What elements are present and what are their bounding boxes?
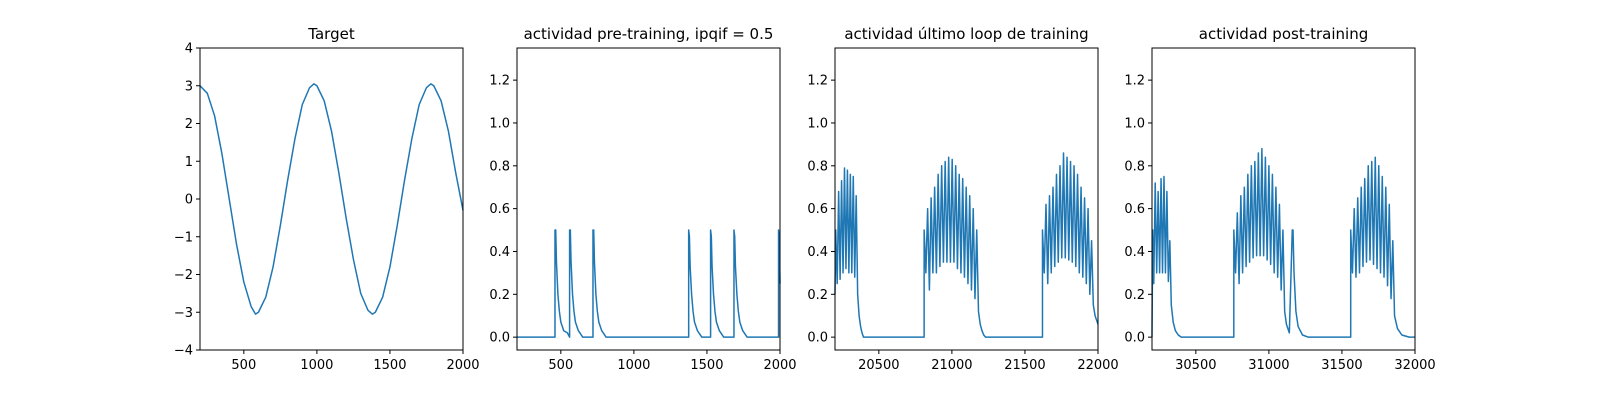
y-tick-label: 0.0	[807, 331, 828, 346]
y-tick-label: 0.2	[1124, 288, 1145, 303]
x-tick-label: 21500	[1004, 358, 1045, 373]
y-tick-label: −3	[174, 306, 193, 321]
x-tick-label: 31000	[1248, 358, 1289, 373]
axes-frame	[516, 47, 781, 351]
chart-title: actividad último loop de training	[844, 25, 1088, 43]
chart-panel-1: 500 1000 1500 2000 −4 −3 −2 −1 0 1 2 3 4 Target	[174, 25, 480, 373]
y-tick-label: 1	[185, 155, 193, 170]
chart-title: Target	[307, 25, 355, 43]
series-line-1-1	[199, 83, 464, 315]
x-tick-label: 30500	[1175, 358, 1216, 373]
x-tick-label: 1500	[690, 358, 723, 373]
y-tick-label: 0.8	[807, 159, 828, 174]
y-tick-label: 4	[185, 42, 193, 57]
chart-panel-2: 500 1000 1500 2000 0.0 0.2 0.4 0.6 0.8 1.0 1.2 acti…	[489, 25, 796, 373]
chart-title: actividad post-training	[1199, 25, 1368, 43]
y-tick-label: 2	[185, 117, 193, 132]
x-tick-label: 21000	[931, 358, 972, 373]
chart-panel-3: 20500 21000 21500 22000 0.0 0.2 0.4 0.6 0.8 1.0 1.…	[807, 25, 1118, 373]
x-tick-label: 32000	[1394, 358, 1435, 373]
chart-title: actividad pre-training, ipqif = 0.5	[524, 25, 774, 43]
x-tick-label: 1000	[300, 358, 333, 373]
x-tick-label: 500	[548, 358, 573, 373]
x-tick-label: 1000	[617, 358, 650, 373]
y-tick-label: 0.2	[807, 288, 828, 303]
y-tick-label: 3	[185, 79, 193, 94]
series-line-4-1	[1151, 147, 1415, 338]
x-tick-label: 20500	[858, 358, 899, 373]
axes-frame	[834, 47, 1099, 351]
y-tick-label: 0.6	[1124, 202, 1145, 217]
x-tick-label: 31500	[1321, 358, 1362, 373]
y-tick-label: 1.0	[1124, 116, 1145, 131]
axes-frame	[1151, 47, 1416, 351]
series-line-2-1	[517, 229, 781, 338]
series-line-3-1	[834, 152, 1099, 338]
x-tick-label: 1500	[373, 358, 406, 373]
y-tick-label: −1	[174, 230, 193, 245]
y-tick-label: 1.0	[807, 116, 828, 131]
y-tick-label: 0.4	[489, 245, 510, 260]
x-tick-label: 22000	[1077, 358, 1118, 373]
x-tick-label: 2000	[763, 358, 796, 373]
y-tick-label: 0.4	[807, 245, 828, 260]
y-tick-label: 1.2	[489, 74, 510, 89]
y-tick-label: 0.0	[1124, 331, 1145, 346]
y-tick-label: 0.8	[1124, 159, 1145, 174]
y-tick-label: 1.2	[1124, 74, 1145, 89]
x-tick-label: 2000	[446, 358, 479, 373]
y-tick-label: 0	[185, 193, 193, 208]
y-tick-label: 1.2	[807, 74, 828, 89]
y-tick-label: 0.6	[489, 202, 510, 217]
y-tick-label: 0.8	[489, 159, 510, 174]
y-tick-label: 0.2	[489, 288, 510, 303]
chart-panel-4: 30500 31000 31500 32000 0.0 0.2 0.4 0.6 0.8 1.0 1.…	[1124, 25, 1435, 373]
y-tick-label: 1.0	[489, 116, 510, 131]
y-tick-label: 0.4	[1124, 245, 1145, 260]
y-tick-label: −4	[174, 344, 193, 359]
y-tick-label: 0.0	[489, 331, 510, 346]
y-tick-label: −2	[174, 268, 193, 283]
y-tick-label: 0.6	[807, 202, 828, 217]
x-tick-label: 500	[231, 358, 256, 373]
